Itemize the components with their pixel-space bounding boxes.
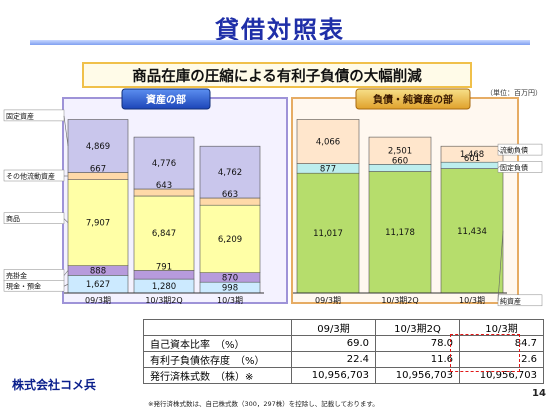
data-label: 643 [156, 181, 172, 191]
data-label: 4,869 [86, 142, 110, 152]
table-cell: 11.6 [375, 351, 460, 368]
bar-segment [67, 179, 129, 266]
table-header-cell: 10/3期2Q [375, 319, 460, 336]
data-label: 888 [90, 267, 106, 277]
category-tick-label: 10/3期 [217, 296, 243, 305]
data-label: 11,434 [457, 227, 487, 237]
data-label: 2,501 [388, 147, 412, 157]
legend-label: 流動負債 [500, 146, 528, 155]
table-header-cell: 09/3期 [291, 319, 376, 336]
bar-segment [133, 195, 195, 271]
data-label: 6,847 [152, 229, 176, 239]
legend-label: 現金・預金 [6, 282, 41, 291]
data-label: 11,178 [385, 228, 415, 238]
legend-label: 売掛金 [6, 271, 27, 280]
table-cell: 10,956,703 [291, 367, 376, 384]
category-tick-label: 10/3期2Q [145, 296, 182, 305]
category-tick-label: 09/3期 [315, 296, 341, 305]
legend-label-box [3, 269, 65, 281]
legend-leader-line [63, 270, 69, 276]
title-underline [30, 40, 530, 45]
ratio-table: 09/3期 10/3期2Q 10/3期 自己資本比率 （%） 69.0 78.0… [143, 319, 544, 384]
legend-label-box [497, 161, 543, 173]
table-row-label: 有利子負債依存度 （%） [143, 351, 292, 368]
table-cell: 69.0 [291, 335, 376, 352]
data-label: 660 [392, 156, 408, 166]
data-label: 1,280 [152, 282, 176, 292]
bar-segment [67, 119, 129, 173]
data-label: 1,627 [86, 280, 110, 290]
legend-label-box [497, 143, 543, 156]
table-cell: 22.4 [291, 351, 376, 368]
legend-label-box [3, 109, 65, 122]
table-row-label: 発行済株式数 （株）※ [143, 367, 292, 384]
bar-segment [199, 145, 261, 199]
bar-segment [440, 168, 504, 294]
legend-label: 固定負債 [500, 163, 528, 172]
data-label: 791 [156, 263, 172, 273]
table-cell: 10,956,703 [375, 367, 460, 384]
page-title: 貸借対照表 [215, 16, 345, 44]
data-label: 870 [222, 273, 238, 283]
legend-leader-line [63, 283, 69, 287]
bar-segment [133, 136, 195, 190]
legend-label: その他流動資産 [6, 172, 55, 181]
data-label: 4,762 [218, 168, 242, 178]
legend-leader-line [497, 165, 504, 168]
assets-header-label: 資産の部 [146, 93, 186, 106]
data-label: 4,776 [152, 159, 176, 169]
legend-label: 商品 [6, 214, 20, 223]
category-tick-label: 10/3期 [459, 296, 485, 305]
data-label: 1,468 [460, 150, 484, 160]
legend-label-box [3, 212, 65, 224]
table-cell: 78.0 [375, 335, 460, 352]
bar-segment [296, 172, 360, 294]
table-header-cell [143, 319, 292, 336]
data-label: 998 [222, 284, 238, 294]
legend-label: 純資産 [500, 296, 521, 305]
data-label: 4,066 [316, 138, 340, 148]
data-label: 11,017 [313, 229, 343, 239]
bar-segment [296, 119, 360, 164]
footnote: ※発行済株式数は、自己株式数（300，297株）を控除し、記載しております。 [148, 400, 379, 408]
legend-leader-line [497, 230, 504, 301]
data-label: 601 [464, 154, 480, 164]
liabilities-header-button [355, 88, 471, 110]
bar-segment [368, 136, 432, 165]
assets-header-button [121, 88, 211, 110]
data-label: 7,907 [86, 219, 110, 229]
data-label: 6,209 [218, 235, 242, 245]
legend-leader-line [63, 115, 69, 146]
table-row-label: 自己資本比率 （%） [143, 335, 292, 352]
table-header-row: 09/3期 10/3期2Q 10/3期 [143, 319, 544, 336]
company-logo: 株式会社コメ兵 [12, 378, 97, 392]
liabilities-header-label: 負債・純資産の部 [373, 93, 453, 106]
legend-leader-line [63, 218, 69, 223]
category-tick-label: 10/3期2Q [381, 296, 418, 305]
highlight-box [450, 334, 520, 372]
page-number: 14 [532, 388, 546, 399]
data-label: 663 [222, 190, 238, 200]
data-label: 877 [320, 164, 336, 174]
balance-sheet-chart: 資産の部 負債・純資産の部 1,627 888 7,907 667 4,869 09/3期… [3, 88, 543, 307]
legend-leader-line [497, 149, 504, 155]
legend-label-box [3, 169, 65, 182]
unit-note: （単位：百万円） [486, 89, 542, 97]
subtitle-banner: 商品在庫の圧縮による有利子負債の大幅削減 [82, 62, 472, 88]
data-label: 667 [90, 164, 106, 174]
legend-label: 固定資産 [6, 111, 34, 120]
bar-segment [199, 204, 261, 273]
category-tick-label: 09/3期 [85, 296, 111, 305]
